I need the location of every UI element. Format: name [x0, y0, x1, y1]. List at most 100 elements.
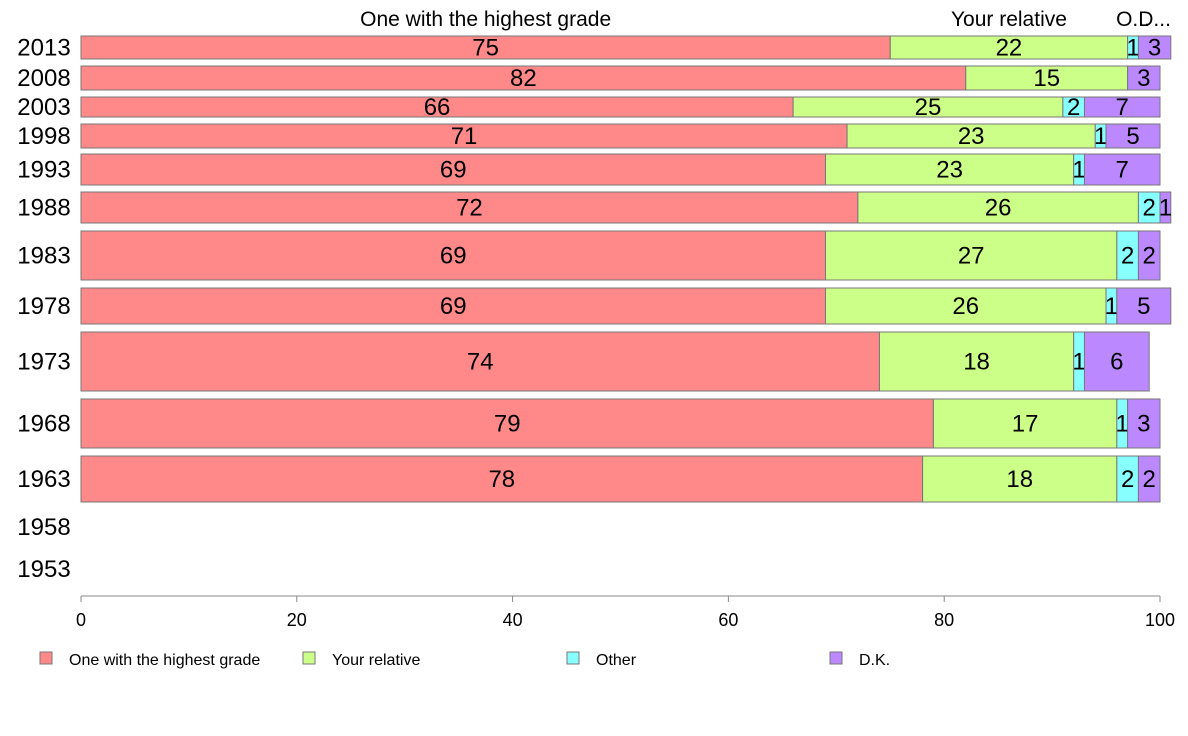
year-label-1958: 1958	[17, 514, 70, 541]
data-label-one-with-the-highest-grade-1978: 69	[440, 293, 467, 320]
data-label-your-relative-2008: 15	[1033, 65, 1060, 92]
year-label-1978: 1978	[17, 293, 70, 320]
data-label-one-with-the-highest-grade-2003: 66	[424, 94, 451, 121]
year-label-1968: 1968	[17, 411, 70, 438]
legend-swatch-other	[566, 651, 580, 665]
bar-your-relative-1998	[846, 123, 1096, 149]
bar-d-k-2003	[1083, 96, 1161, 118]
data-label-d-k-2003: 7	[1116, 94, 1129, 121]
bar-d-k-1963	[1137, 455, 1161, 503]
data-label-your-relative-1988: 26	[985, 195, 1012, 222]
data-label-your-relative-1973: 18	[963, 349, 990, 376]
bar-d-k-2008	[1127, 65, 1161, 91]
data-label-d-k-1973: 6	[1110, 349, 1123, 376]
bar-your-relative-1983	[825, 230, 1118, 281]
data-label-one-with-the-highest-grade-1968: 79	[494, 411, 521, 438]
year-label-2008: 2008	[17, 65, 70, 92]
data-label-your-relative-1998: 23	[958, 123, 985, 150]
data-label-other-1963: 2	[1121, 466, 1134, 493]
data-label-d-k-1998: 5	[1126, 123, 1139, 150]
data-label-other-2003: 2	[1067, 94, 1080, 121]
bar-your-relative-1978	[825, 287, 1107, 325]
data-label-d-k-1968: 3	[1137, 411, 1150, 438]
legend-swatch-your-relative	[302, 651, 316, 665]
column-headers: One with the highest grade Your relative O…	[360, 8, 1171, 31]
bar-your-relative-1973	[878, 331, 1075, 392]
header-one-with-the-highest-grade: One with the highest grade	[360, 8, 611, 31]
data-label-your-relative-2003: 25	[915, 94, 942, 121]
bar-d-k-1993	[1083, 153, 1161, 186]
bar-d-k-1968	[1127, 398, 1161, 449]
data-label-d-k-1983: 2	[1143, 243, 1156, 270]
year-label-1998: 1998	[17, 123, 70, 150]
bar-d-k-1978	[1116, 287, 1172, 325]
bar-your-relative-1993	[825, 153, 1075, 186]
bar-d-k-1973	[1083, 331, 1150, 392]
data-label-one-with-the-highest-grade-1998: 71	[451, 123, 478, 150]
x-tick-label-40: 40	[503, 610, 523, 630]
data-label-one-with-the-highest-grade-1993: 69	[440, 157, 467, 184]
year-label-2003: 2003	[17, 94, 70, 121]
header-d-k: D...	[1138, 8, 1171, 31]
x-tick-label-80: 80	[934, 610, 954, 630]
bar-one-with-the-highest-grade-1973	[80, 331, 880, 392]
data-label-other-1973: 1	[1072, 349, 1085, 376]
bar-one-with-the-highest-grade-1993	[80, 153, 827, 186]
data-label-your-relative-1968: 17	[1012, 411, 1039, 438]
data-label-your-relative-2013: 22	[996, 35, 1023, 62]
legend-label-your-relative: Your relative	[332, 652, 420, 669]
x-axis: 0 20 40 60 80 100	[76, 595, 1175, 630]
legend-swatch-d-k	[829, 651, 843, 665]
data-label-other-1988: 2	[1143, 195, 1156, 222]
data-label-your-relative-1978: 26	[952, 293, 979, 320]
data-label-one-with-the-highest-grade-1973: 74	[467, 349, 494, 376]
bar-your-relative-1968	[932, 398, 1118, 449]
data-label-d-k-1993: 7	[1116, 157, 1129, 184]
data-label-your-relative-1983: 27	[958, 243, 985, 270]
data-label-one-with-the-highest-grade-1988: 72	[456, 195, 483, 222]
data-label-d-k-1988: 1	[1159, 195, 1172, 222]
bar-one-with-the-highest-grade-2008	[80, 65, 967, 91]
year-label-2013: 2013	[17, 35, 70, 62]
bar-d-k-1983	[1137, 230, 1161, 281]
header-other: O...	[1116, 8, 1150, 31]
bar-d-k-1988	[1159, 191, 1172, 224]
legend: One with the highest grade Your relative O…	[39, 651, 890, 669]
legend-label-one-with-the-highest-grade: One with the highest grade	[69, 652, 260, 669]
x-tick-label-60: 60	[718, 610, 738, 630]
x-tick-label-100: 100	[1145, 610, 1175, 630]
data-label-d-k-1963: 2	[1143, 466, 1156, 493]
data-label-d-k-2008: 3	[1137, 65, 1150, 92]
legend-label-other: Other	[596, 652, 637, 669]
data-label-one-with-the-highest-grade-2008: 82	[510, 65, 537, 92]
year-label-1988: 1988	[17, 195, 70, 222]
bar-your-relative-1963	[922, 455, 1118, 503]
year-label-1953: 1953	[17, 556, 70, 583]
x-tick-label-20: 20	[287, 610, 307, 630]
bar-d-k-1998	[1105, 123, 1161, 149]
data-label-one-with-the-highest-grade-2013: 75	[472, 35, 499, 62]
legend-swatch-one-with-the-highest-grade	[39, 651, 53, 665]
year-label-1973: 1973	[17, 349, 70, 376]
legend-label-d-k: D.K.	[859, 652, 890, 669]
x-tick-label-0: 0	[76, 610, 86, 630]
data-label-other-1983: 2	[1121, 243, 1134, 270]
data-label-your-relative-1993: 23	[936, 157, 963, 184]
data-label-d-k-1978: 5	[1137, 293, 1150, 320]
bars: 75 22 1 382 15 366 25 2 771 23 1 569 23 1 772 26 2 169 27 2…	[80, 35, 1172, 503]
data-label-other-1993: 1	[1072, 157, 1085, 184]
data-label-other-1968: 1	[1116, 411, 1129, 438]
header-your-relative: Your relative	[951, 8, 1067, 31]
bar-one-with-the-highest-grade-1968	[80, 398, 934, 449]
year-label-1993: 1993	[17, 157, 70, 184]
data-label-d-k-2013: 3	[1148, 35, 1161, 62]
bar-d-k-2013	[1137, 35, 1172, 60]
year-label-1983: 1983	[17, 243, 70, 270]
data-label-other-2013: 1	[1126, 35, 1139, 62]
data-label-other-1978: 1	[1105, 293, 1118, 320]
year-label-1963: 1963	[17, 466, 70, 493]
data-label-your-relative-1963: 18	[1006, 466, 1033, 493]
data-label-one-with-the-highest-grade-1983: 69	[440, 243, 467, 270]
data-label-one-with-the-highest-grade-1963: 78	[488, 466, 515, 493]
